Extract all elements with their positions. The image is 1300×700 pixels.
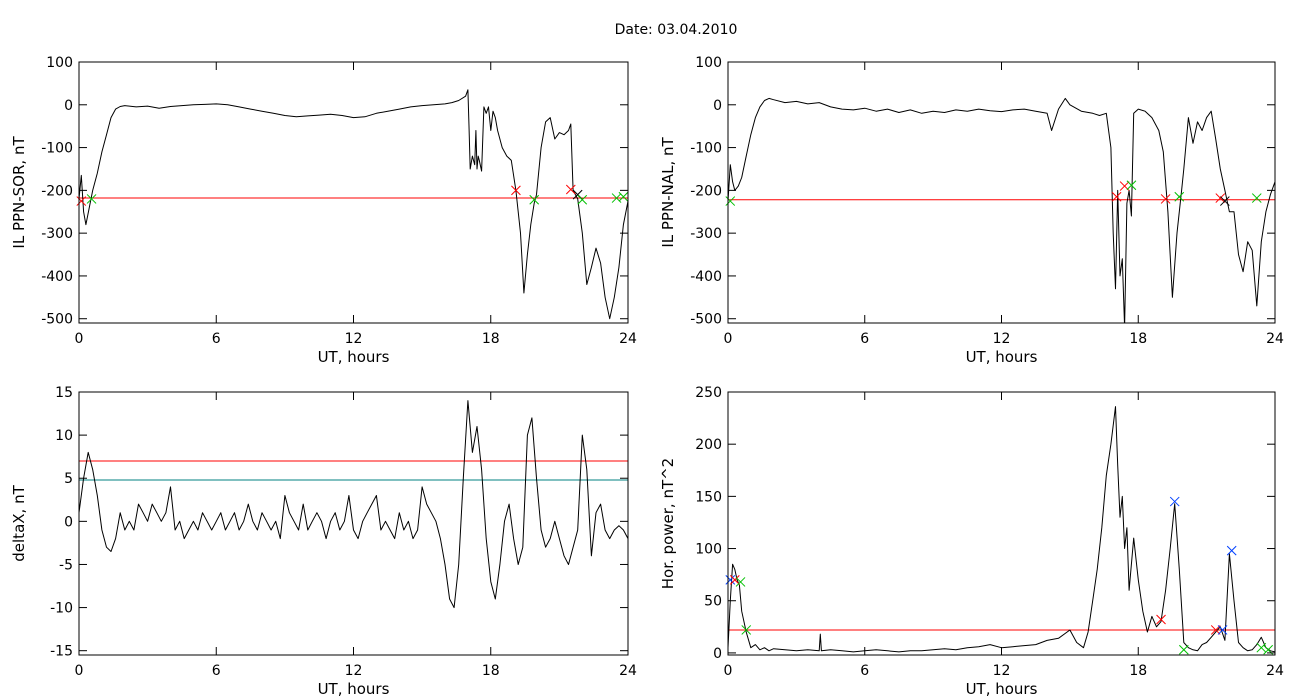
y-tick-label: 15 — [55, 385, 73, 401]
x-tick-label: 6 — [860, 331, 869, 347]
event-marker — [1215, 193, 1226, 203]
y-tick-label: -100 — [41, 141, 73, 157]
y-tick-label: 50 — [704, 594, 722, 610]
event-marker — [735, 577, 746, 587]
x-tick-label: 24 — [619, 331, 637, 347]
event-marker — [1156, 614, 1166, 625]
y-tick-label: -5 — [59, 557, 73, 573]
event-marker — [1217, 625, 1228, 635]
y-tick-label: 0 — [713, 98, 722, 114]
event-marker — [1126, 180, 1137, 191]
figure-title: Date: 03.04.2010 — [615, 22, 738, 38]
panel-hor-power: 0 6 12 18 24 0 50 100 150 200 250 UT, hours Hor. pow… — [659, 385, 1284, 698]
x-tick-label: 24 — [1266, 331, 1284, 347]
x-axis-label: UT, hours — [966, 680, 1038, 698]
event-marker — [1220, 196, 1230, 206]
x-tick-label: 12 — [345, 331, 363, 347]
plot-frame — [78, 391, 629, 656]
event-marker — [1111, 191, 1122, 202]
x-tick-label: 18 — [1129, 331, 1147, 347]
x-tick-label: 24 — [1266, 663, 1284, 679]
x-axis-label: UT, hours — [318, 680, 390, 698]
y-tick-label: -500 — [41, 312, 73, 328]
x-tick-label: 0 — [724, 331, 733, 347]
x-axis-label: UT, hours — [318, 348, 390, 366]
event-marker — [1256, 642, 1267, 653]
event-marker — [1210, 625, 1221, 635]
y-axis-label: IL PPN-SOR, nT — [10, 136, 28, 249]
plot-frame — [727, 391, 1276, 656]
event-marker — [86, 194, 97, 204]
series-line — [79, 400, 628, 609]
y-axis-label: deltaX, nT — [10, 484, 28, 561]
y-tick-label: 0 — [64, 98, 73, 114]
panel-ppn-nal: 0 6 12 18 24 -500 -400 -300 -200 -100 0 100 UT, hour… — [659, 55, 1284, 366]
y-tick-label: 100 — [46, 55, 73, 71]
event-marker — [1178, 644, 1189, 655]
x-tick-label: 12 — [993, 663, 1011, 679]
y-tick-label: -400 — [690, 269, 722, 285]
y-tick-label: -300 — [41, 226, 73, 242]
event-marker — [577, 194, 588, 205]
event-marker — [725, 575, 736, 585]
y-tick-label: 10 — [55, 428, 73, 444]
x-tick-label: 0 — [75, 663, 84, 679]
event-marker — [565, 184, 576, 195]
y-tick-label: 5 — [64, 471, 73, 487]
y-tick-label: 200 — [695, 437, 722, 453]
y-tick-label: -200 — [41, 183, 73, 199]
x-tick-label: 18 — [482, 331, 500, 347]
series-line — [728, 97, 1275, 323]
y-tick-label: -15 — [50, 644, 73, 660]
y-tick-label: 250 — [695, 385, 722, 401]
y-tick-label: -100 — [690, 141, 722, 157]
x-axis-label: UT, hours — [966, 348, 1038, 366]
plot-frame — [727, 61, 1276, 324]
y-tick-label: 100 — [695, 542, 722, 558]
event-marker — [725, 196, 736, 206]
event-marker — [76, 196, 87, 206]
event-marker — [729, 575, 740, 585]
event-marker — [1169, 496, 1180, 507]
y-tick-label: -400 — [41, 269, 73, 285]
event-marker — [1226, 545, 1237, 556]
y-tick-label: -10 — [50, 601, 73, 617]
series-line — [79, 89, 628, 320]
x-tick-label: 18 — [1129, 663, 1147, 679]
series-line — [728, 406, 1275, 653]
y-tick-label: 0 — [64, 514, 73, 530]
event-marker — [1174, 191, 1185, 202]
y-tick-label: 150 — [695, 489, 722, 505]
x-tick-label: 0 — [75, 331, 84, 347]
event-marker — [618, 191, 629, 202]
event-marker — [511, 185, 521, 196]
x-tick-label: 6 — [212, 331, 221, 347]
event-marker — [1160, 194, 1171, 204]
y-tick-label: -300 — [690, 226, 722, 242]
event-marker — [529, 194, 540, 205]
y-tick-label: -500 — [690, 312, 722, 328]
panel-deltax: 0 6 12 18 24 -15 -10 -5 0 5 10 15 UT, hours deltaX, n… — [10, 385, 637, 698]
y-tick-label: 0 — [713, 646, 722, 662]
x-tick-label: 12 — [993, 331, 1011, 347]
y-axis-label: IL PPN-NAL, nT — [659, 137, 677, 248]
x-tick-label: 18 — [482, 663, 500, 679]
event-marker — [1251, 193, 1262, 203]
event-marker — [741, 625, 752, 635]
x-tick-label: 6 — [860, 663, 869, 679]
panel-ppn-sor: 0 6 12 18 24 -500 -400 -300 -200 -100 0 100 UT, hour… — [10, 55, 637, 366]
y-tick-label: -200 — [690, 183, 722, 199]
x-tick-label: 24 — [619, 663, 637, 679]
x-tick-label: 0 — [724, 663, 733, 679]
y-tick-label: 100 — [695, 55, 722, 71]
y-axis-label: Hor. power, nT^2 — [659, 458, 677, 589]
x-tick-label: 6 — [212, 663, 221, 679]
plot-frame — [78, 61, 629, 324]
x-tick-label: 12 — [345, 663, 363, 679]
